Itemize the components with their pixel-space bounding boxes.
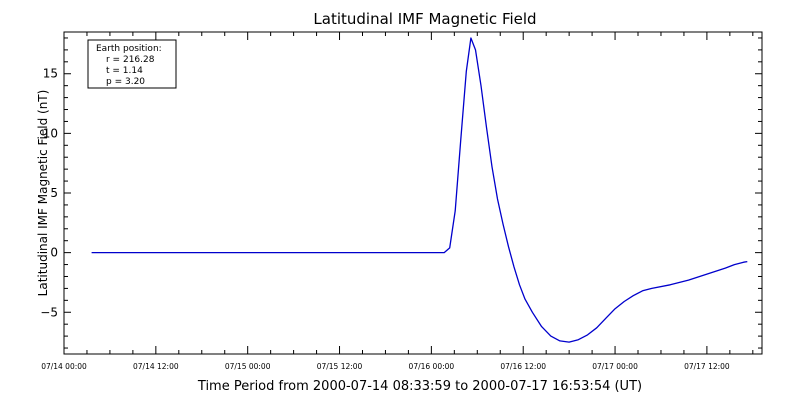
x-tick-label: 07/15 00:00 — [225, 362, 271, 371]
y-tick-label: 10 — [43, 126, 58, 140]
x-tick-label: 07/16 12:00 — [500, 362, 546, 371]
series-line — [91, 37, 748, 343]
legend-box-frame — [87, 39, 177, 89]
legend-heading: Earth position: — [96, 44, 162, 54]
legend-box: Earth position: r = 216.28 t = 1.14 p = … — [87, 39, 177, 89]
y-axis-ticks: −5 0 5 10 15 — [40, 37, 762, 349]
y-tick-label: 15 — [43, 67, 58, 81]
x-axis-label: Time Period from 2000-07-14 08:33:59 to … — [197, 379, 642, 394]
legend-line-r: r = 216.28 — [106, 55, 155, 65]
y-tick-label: 5 — [50, 186, 58, 200]
x-tick-label: 07/16 00:00 — [409, 362, 455, 371]
x-tick-label: 07/14 12:00 — [133, 362, 179, 371]
x-axis-ticks: 07/14 00:00 07/14 12:00 07/15 00:00 07/15 1… — [41, 32, 754, 371]
y-axis-label: Latitudinal IMF Magnetic Field (nT) — [36, 90, 50, 297]
x-tick-label: 07/17 12:00 — [684, 362, 730, 371]
x-tick-label: 07/14 00:00 — [41, 362, 87, 371]
y-tick-label: −5 — [40, 305, 58, 319]
chart-title: Latitudinal IMF Magnetic Field — [313, 10, 536, 28]
x-tick-label: 07/15 12:00 — [317, 362, 363, 371]
legend-line-t: t = 1.14 — [106, 66, 143, 76]
y-tick-label: 0 — [50, 246, 58, 260]
legend-line-p: p = 3.20 — [106, 77, 145, 87]
series-layer — [91, 37, 748, 343]
x-tick-label: 07/17 00:00 — [592, 362, 638, 371]
